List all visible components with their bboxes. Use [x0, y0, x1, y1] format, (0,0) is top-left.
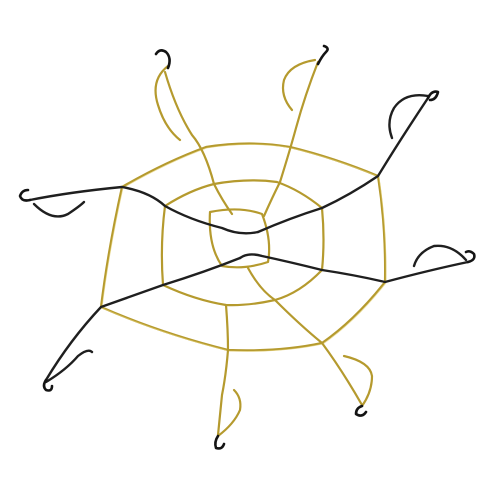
tail-bottom — [216, 388, 242, 438]
spoke-top-left — [163, 70, 234, 216]
outer-ring — [99, 142, 387, 352]
hook-left — [18, 188, 32, 202]
spoke-bottom-mid — [246, 266, 277, 302]
outer-ring-highlight — [101, 144, 387, 352]
hook-bottom — [214, 434, 226, 450]
spoke-bottom — [216, 303, 230, 437]
tail-right — [412, 244, 468, 268]
black-cord-left-upper — [28, 185, 260, 235]
hook-right-top — [426, 90, 440, 102]
spoke-bottom-right — [273, 298, 364, 407]
hook-top-right — [316, 44, 329, 66]
black-cord-left-lower — [44, 256, 242, 382]
hook-bottom-left — [42, 378, 54, 392]
hook-top-left — [154, 49, 171, 70]
tail-top-right — [281, 58, 317, 112]
tail-top-left — [154, 64, 182, 142]
hook-bottom-right — [354, 404, 368, 417]
black-cord-right-upper — [256, 96, 430, 234]
spoke-top-right — [262, 60, 320, 218]
black-cord-right-lower — [238, 253, 470, 284]
inner-ring — [208, 208, 271, 269]
tail-left — [32, 200, 86, 218]
tail-bottom-left — [44, 349, 94, 384]
hook-right — [464, 250, 476, 264]
tail-bottom-right — [342, 354, 374, 408]
tail-right-top — [388, 94, 430, 140]
